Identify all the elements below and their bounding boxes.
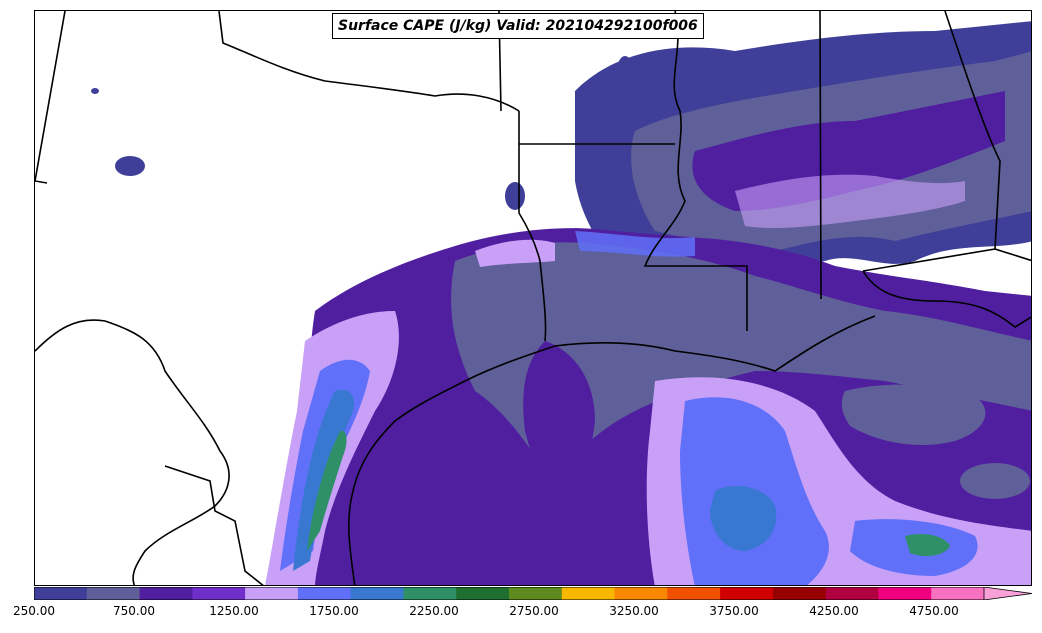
colorbar-segment (139, 587, 193, 600)
colorbar-segment (772, 587, 827, 600)
colorbar-segment (667, 587, 721, 600)
colorbar-segment (350, 587, 404, 600)
colorbar-segment (192, 587, 246, 600)
colorbar-segment (825, 587, 879, 600)
colorbar-segment (86, 587, 141, 600)
colorbar-tick-label: 2750.00 (509, 604, 559, 618)
texas-gulf-coast (348, 315, 876, 585)
colorbar-segment (297, 587, 352, 600)
colorbar-tick-label: 250.00 (13, 604, 55, 618)
colorbar-tick-label: 3250.00 (609, 604, 659, 618)
mexico-border (35, 319, 230, 585)
map-panel (34, 10, 1032, 586)
oklahoma-red-river (218, 11, 520, 112)
colorbar-segment (931, 587, 985, 600)
alabama-georgia-border (944, 11, 1031, 262)
florida-panhandle (862, 248, 1031, 328)
colorbar-segment (561, 587, 616, 600)
texas-panhandle-border (35, 11, 66, 184)
colorbar-segment (509, 587, 563, 600)
colorbar-tick-label: 1250.00 (209, 604, 259, 618)
colorbar-tick-label: 4250.00 (809, 604, 859, 618)
mississippi-river (643, 11, 748, 331)
cape-map (35, 11, 1031, 585)
colorbar-tick-labels: 250.00 750.00 1250.00 1750.00 2250.00 2750.00… (0, 604, 1042, 624)
colorbar-segment (403, 587, 457, 600)
texas-arkansas-border (518, 111, 547, 342)
colorbar-extend-arrow (983, 587, 1032, 600)
colorbar-segment (34, 587, 88, 600)
colorbar-segment (456, 587, 510, 600)
colorbar-tick-label: 1750.00 (309, 604, 359, 618)
mexico-state-line (164, 465, 264, 585)
colorbar-tick-label: 4750.00 (909, 604, 959, 618)
colorbar-segment (245, 587, 299, 600)
colorbar-tick-label: 2250.00 (409, 604, 459, 618)
map-title: Surface CAPE (J/kg) Valid: 202104292100f… (332, 13, 704, 39)
colorbar-segment (878, 587, 932, 600)
colorbar-segment (720, 587, 774, 600)
colorbar-segment (614, 587, 668, 600)
state-boundaries (35, 11, 1031, 585)
colorbar-tick-label: 3750.00 (709, 604, 759, 618)
colorbar-tick-label: 750.00 (113, 604, 155, 618)
colorbar (34, 587, 1032, 600)
mississippi-alabama-border (819, 11, 822, 300)
cape-contours (91, 21, 1031, 585)
